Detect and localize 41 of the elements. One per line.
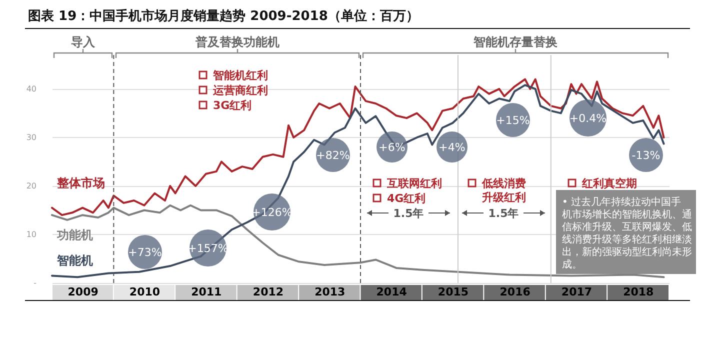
text: 智能机存量替换 xyxy=(472,35,558,49)
annotation: 运营商红利 xyxy=(212,84,268,97)
x-tick-label: 2009 xyxy=(68,286,98,298)
annotation: 互联网红利 xyxy=(386,177,442,190)
series-label: 功能机 xyxy=(56,228,93,242)
series-label: 整体市场 xyxy=(56,176,105,190)
x-tick-label: 2010 xyxy=(129,286,160,298)
annotation: -13% xyxy=(632,149,660,162)
y-tick-label: 10 xyxy=(26,230,36,239)
annotation: 3G红利 xyxy=(213,99,252,112)
annotation: +82% xyxy=(316,149,350,162)
annotation: +0.4% xyxy=(569,112,607,125)
annotation: 低线消费升级红利 xyxy=(481,177,526,204)
annotation: 智能机红利 xyxy=(212,69,268,82)
y-tick-label: 30 xyxy=(26,132,36,142)
x-tick-label: 2018 xyxy=(623,286,654,298)
annotation: +15% xyxy=(496,114,530,127)
annotation: +73% xyxy=(128,246,162,259)
x-tick-label: 2012 xyxy=(252,286,284,298)
y-tick-label: 40 xyxy=(26,84,36,94)
annotation: +157% xyxy=(188,242,228,255)
annotation: 红利真空期 xyxy=(581,177,637,190)
text: 导入 xyxy=(71,35,96,49)
x-tick-label: 2011 xyxy=(191,286,222,298)
annotation: +6% xyxy=(378,141,406,154)
x-tick-label: 2013 xyxy=(314,286,346,298)
x-tick-label: 2016 xyxy=(500,286,531,298)
annotation: 4G红利 xyxy=(387,192,426,205)
text: 普及替换功能机 xyxy=(194,35,280,49)
x-tick-label: 2014 xyxy=(376,286,408,298)
annotation: 1.5年 xyxy=(393,207,424,220)
y-tick-label: - xyxy=(34,278,37,288)
chart-title: 图表 19：中国手机市场月度销量趋势 2009-2018（单位：百万） xyxy=(28,8,419,25)
annotation: +126% xyxy=(252,206,292,219)
annotation: • 过去几年持续拉动中国手机市场增长的智能机换机、通信标准升级、互联网爆发、低线消费升级等多轮红利相继淡出，新的强驱动型红利尚未形成。 xyxy=(562,196,692,270)
annotation: +4% xyxy=(438,141,466,154)
series-label: 智能机 xyxy=(56,254,93,268)
y-tick-label: 20 xyxy=(26,181,36,190)
x-tick-label: 2017 xyxy=(561,286,592,298)
annotation: 1.5年 xyxy=(488,207,519,220)
x-tick-label: 2015 xyxy=(438,286,469,298)
